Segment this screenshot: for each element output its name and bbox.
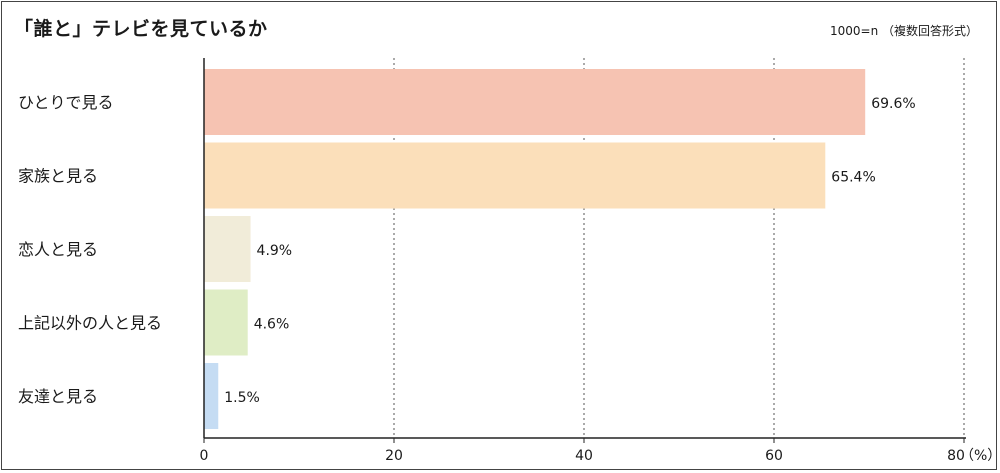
category-label-1: 家族と見る: [18, 167, 98, 186]
value-label-4: 1.5%: [224, 390, 260, 406]
x-tick-label-20: 20: [385, 448, 403, 464]
x-tick-label-80: 80: [947, 448, 965, 464]
category-label-2: 恋人と見る: [18, 240, 98, 259]
category-label-4: 友達と見る: [18, 387, 98, 406]
bar-4: [204, 363, 219, 429]
value-label-1: 65.4%: [831, 170, 875, 186]
x-axis-unit: （%）: [960, 448, 1000, 464]
value-label-0: 69.6%: [871, 96, 915, 112]
sample-size-note: 1000=n （複数回答形式）: [829, 24, 978, 38]
value-label-2: 4.9%: [257, 243, 293, 259]
category-label-3: 上記以外の人と見る: [18, 314, 162, 333]
bar-1: [204, 142, 826, 209]
bar-0: [204, 69, 866, 135]
x-tick-label-60: 60: [765, 448, 783, 464]
chart-title: 「誰と」テレビを見ているか: [14, 18, 268, 40]
bar-3: [204, 289, 248, 356]
bar-2: [204, 216, 251, 282]
category-label-0: ひとりで見る: [18, 93, 114, 112]
value-label-3: 4.6%: [254, 317, 290, 333]
x-tick-label-40: 40: [575, 448, 593, 464]
x-tick-label-0: 0: [200, 448, 209, 464]
